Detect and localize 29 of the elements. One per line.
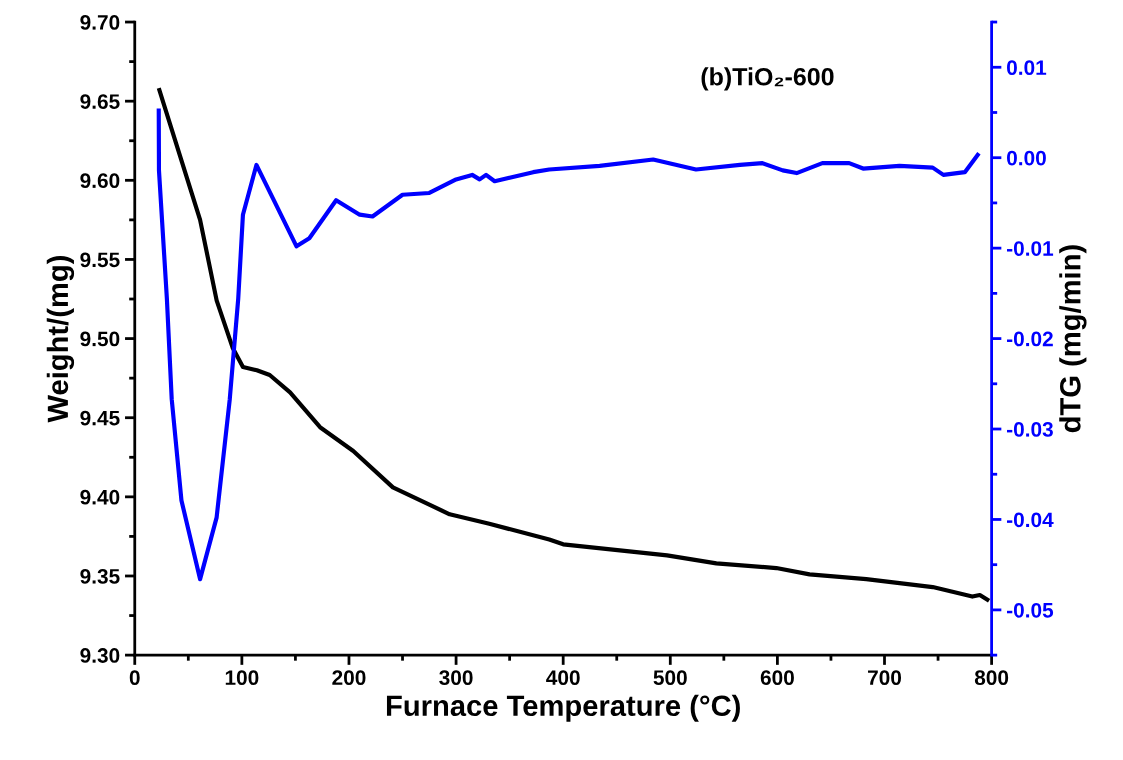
y-axis-title: Weight/(mg) — [46, 256, 75, 423]
y2-tick-label: 0.01 — [1007, 60, 1047, 76]
y2-tick-label: 0.00 — [1007, 150, 1046, 166]
y2-tick-label: -0.02 — [1007, 331, 1053, 347]
y-tick-label: 9.60 — [80, 173, 120, 189]
y2-tick-label: -0.05 — [1007, 602, 1054, 618]
y2-axis-title: dTG (mg/min) — [1059, 245, 1087, 433]
x-tick-label: 200 — [332, 670, 366, 686]
y-tick-label: 9.70 — [80, 15, 120, 30]
x-axis-title: Furnace Temperature (°C) — [386, 694, 740, 722]
x-tick-label: 800 — [974, 670, 1009, 686]
x-tick-label: 0 — [129, 670, 140, 686]
x-tick-label: 300 — [439, 670, 473, 686]
y-tick-label: 9.40 — [80, 489, 120, 505]
y2-tick-label: -0.03 — [1007, 422, 1053, 437]
annotation: (b)TiO₂-600 — [701, 67, 834, 91]
x-tick-label: 500 — [653, 670, 687, 686]
y-tick-label: 9.55 — [80, 252, 120, 268]
x-tick-label: 700 — [868, 670, 902, 686]
y-tick-label: 9.45 — [80, 410, 120, 426]
x-tick-label: 600 — [760, 670, 794, 686]
y-tick-label: 9.35 — [80, 568, 120, 584]
y2-tick-label: -0.04 — [1007, 512, 1054, 528]
y-tick-label: 9.65 — [80, 94, 120, 109]
x-tick-label: 400 — [546, 670, 580, 686]
y-tick-label: 9.50 — [80, 331, 120, 347]
y-tick-label: 9.30 — [80, 648, 120, 663]
x-tick-label: 100 — [225, 670, 259, 686]
y2-tick-label: -0.01 — [1007, 241, 1054, 256]
